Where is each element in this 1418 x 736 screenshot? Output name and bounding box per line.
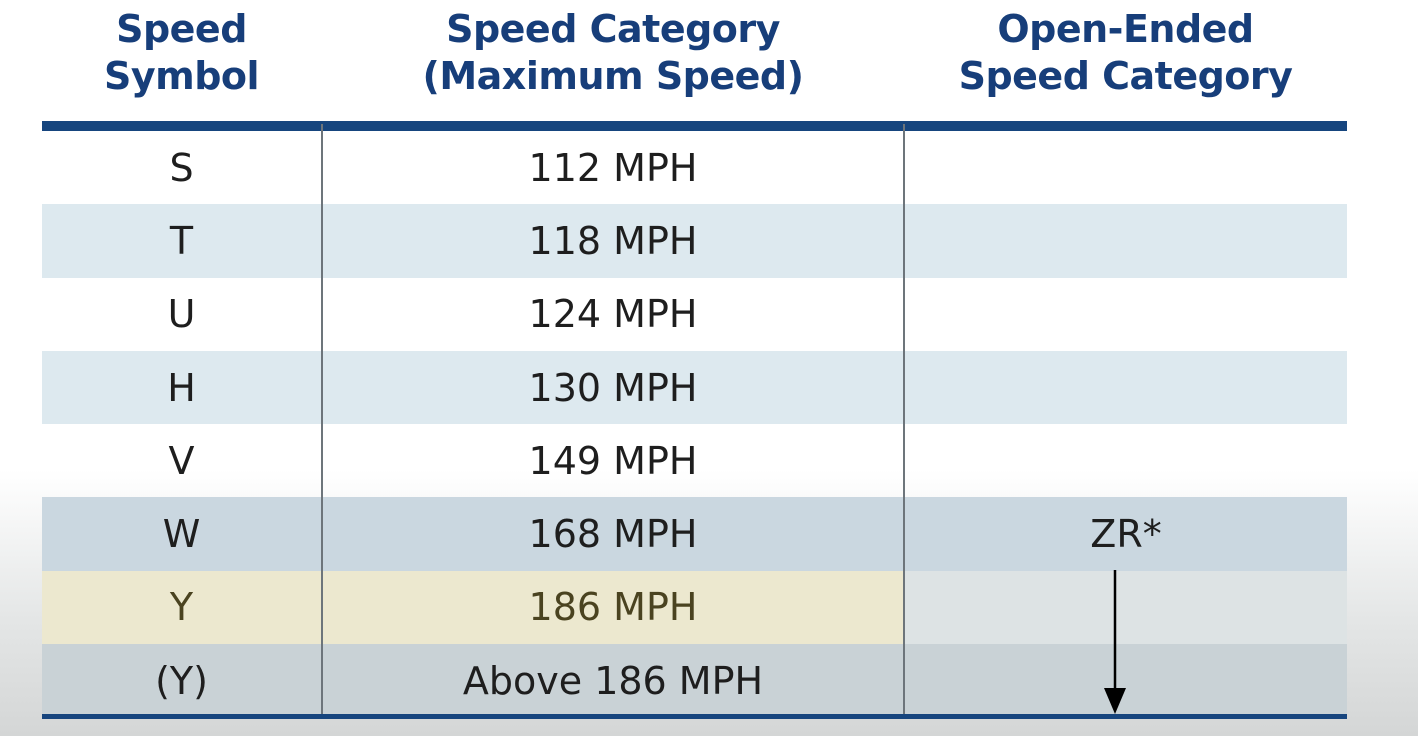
open-ended-cell <box>905 570 1347 645</box>
column-divider <box>903 124 905 716</box>
open-ended-cell <box>905 424 1347 497</box>
down-arrow-icon <box>1104 570 1126 714</box>
symbol-cell: (Y) <box>155 658 208 703</box>
header-speed-category: Speed Category (Maximum Speed) <box>323 6 903 100</box>
open-ended-cell <box>905 351 1347 424</box>
table-row: U 124 MPH <box>42 278 1347 351</box>
header-line: Symbol <box>103 54 260 98</box>
open-ended-cell: ZR* <box>1090 512 1162 557</box>
table-row-highlighted: Y 186 MPH <box>42 570 1347 645</box>
table-row: H 130 MPH <box>42 350 1347 425</box>
header-line: Speed Category <box>446 7 780 51</box>
table-row: T 118 MPH <box>42 204 1347 278</box>
column-divider <box>321 124 323 716</box>
table-body: S 112 MPH T 118 MPH U 124 MPH H 130 MPH … <box>42 131 1347 718</box>
symbol-cell: U <box>167 292 196 337</box>
symbol-cell: V <box>168 438 195 483</box>
symbol-cell: S <box>169 145 194 190</box>
open-ended-cell <box>905 131 1347 204</box>
header-line: Speed <box>116 7 247 51</box>
header-line: Speed Category <box>958 54 1293 98</box>
table-row: W 168 MPH ZR* <box>42 497 1347 571</box>
speed-cell: Above 186 MPH <box>462 658 764 703</box>
table-row: S 112 MPH <box>42 131 1347 204</box>
footer-rule <box>42 714 1347 719</box>
highlight-fill <box>42 570 903 645</box>
symbol-cell: H <box>167 365 196 410</box>
header-speed-symbol: Speed Symbol <box>42 6 321 100</box>
symbol-cell: W <box>162 512 201 557</box>
table-row: (Y) Above 186 MPH <box>42 644 1347 718</box>
symbol-cell: T <box>169 218 194 263</box>
speed-cell: 186 MPH <box>528 585 698 630</box>
speed-cell: 130 MPH <box>528 365 698 410</box>
open-ended-cell <box>905 204 1347 277</box>
speed-cell: 149 MPH <box>528 438 698 483</box>
open-ended-cell <box>905 278 1347 351</box>
speed-cell: 118 MPH <box>528 218 698 263</box>
table-row: V 149 MPH <box>42 424 1347 497</box>
speed-cell: 168 MPH <box>528 512 698 557</box>
header-line: Open-Ended <box>997 7 1254 51</box>
speed-cell: 112 MPH <box>528 145 698 190</box>
header-rule <box>42 121 1347 131</box>
speed-cell: 124 MPH <box>528 292 698 337</box>
header-line: (Maximum Speed) <box>422 54 804 98</box>
header-open-ended-category: Open-Ended Speed Category <box>905 6 1346 100</box>
symbol-cell: Y <box>169 585 194 630</box>
